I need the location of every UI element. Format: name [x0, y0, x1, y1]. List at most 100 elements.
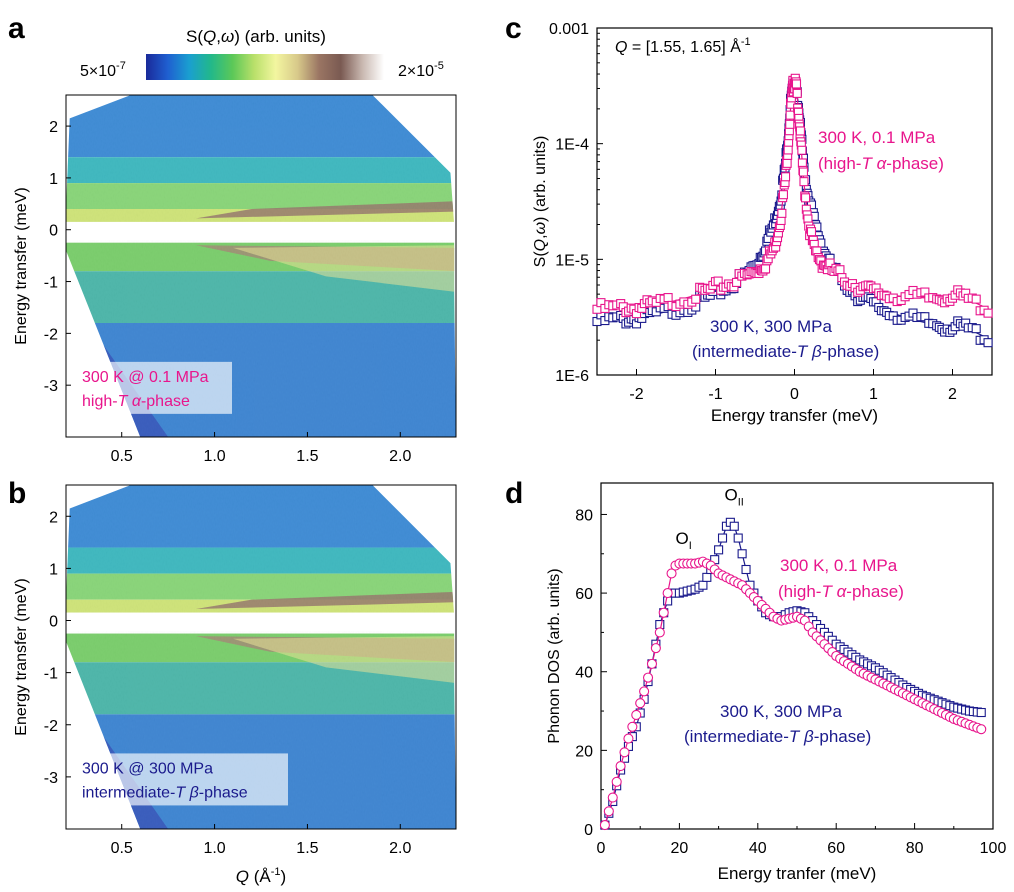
y-tick-label: 0: [49, 614, 58, 631]
y-tick-label: 2: [49, 119, 58, 136]
data-point: [611, 776, 622, 787]
label-part: β: [799, 727, 814, 746]
peak-label-part: I: [689, 540, 692, 552]
data-point: [603, 806, 614, 817]
label-navy-line2: (intermediate-T β-phase): [692, 342, 879, 361]
plot-title-part: = [1.55, 1.65] Å: [627, 37, 741, 56]
series-pink: [592, 73, 993, 319]
heatmap-axes-frame: [65, 94, 457, 438]
data-point: [983, 308, 993, 318]
x-tick-label: 1: [869, 386, 878, 403]
colorbar: S(Q,ω) (arb. units) 5×10-7 2×10-5: [80, 27, 444, 80]
annotation-box: [74, 361, 232, 414]
label-part: -phase): [886, 154, 944, 173]
data-point: [654, 627, 665, 638]
data-point: [801, 193, 811, 203]
x-tick-label: 100: [980, 840, 1007, 857]
data-point: [983, 338, 993, 348]
spectrum-panel-c: -2 -1 0 1 2 0.001 1E-4 1E-5 1E-6 Energy transfer …: [532, 21, 993, 425]
data-point: [799, 177, 809, 187]
annotation-line1: 300 K @ 0.1 MPa: [82, 369, 209, 386]
panel-letter-c: c: [505, 12, 522, 45]
data-point: [631, 709, 642, 721]
data-point: [791, 79, 802, 89]
data-point: [733, 533, 743, 543]
label-part: β: [807, 342, 822, 361]
data-point: [714, 545, 724, 555]
data-point: [623, 733, 634, 744]
y-axis-label-part: S(: [532, 251, 549, 268]
x-axis-label: Q (Å-1): [236, 866, 286, 886]
label-pink-line1: 300 K, 0.1 MPa: [780, 556, 898, 575]
panel-letter-a: a: [8, 12, 25, 45]
data-point: [806, 227, 817, 237]
colorbar-max-label: 2×10-5: [398, 60, 444, 80]
y-axis-label-part: ) (arb. units): [532, 136, 549, 222]
colorbar-min-label: 5×10-7: [80, 60, 126, 80]
data-point: [615, 761, 626, 772]
data-point: [666, 568, 677, 579]
data-point: [691, 294, 701, 304]
y-axis-label-part: ω: [532, 222, 549, 234]
heatmap-panel-b: 2 1 0 -1 -2 -3 0.5 1.0 1.5 2.0 Energy transfer (me…: [13, 484, 457, 886]
data-point: [798, 167, 809, 177]
x-tick-label: 0.5: [111, 840, 133, 857]
data-point: [737, 549, 747, 559]
label-part: T: [797, 342, 809, 361]
y-tick-label: 2: [49, 509, 58, 526]
x-tick-label: 0: [790, 386, 799, 403]
data-point: [627, 721, 638, 732]
colorbar-title: S(Q,ω) (arb. units): [186, 27, 326, 46]
data-point: [795, 126, 805, 136]
dos-panel-d: 0 20 40 60 80 100 0 20 40 60 80 Energy tranfer (meV…: [546, 482, 1007, 883]
data-point: [663, 293, 673, 303]
data-point: [658, 607, 669, 618]
x-tick-label: 1.0: [203, 840, 225, 857]
colorbar-strip: [146, 54, 384, 80]
annotation-part: T: [118, 393, 129, 410]
plot-title-part: -1: [741, 36, 751, 48]
data-point: [646, 658, 658, 669]
data-point: [663, 596, 673, 606]
label-navy-line2: (intermediate-T β-phase): [684, 727, 871, 746]
data-point: [785, 110, 795, 120]
plot-title-c: Q = [1.55, 1.65] Å-1: [615, 36, 751, 56]
label-part: T: [789, 727, 801, 746]
data-point: [607, 792, 618, 803]
x-axis-label-part: Q: [236, 867, 249, 886]
data-point: [971, 294, 981, 304]
x-tick-label: 2: [948, 386, 957, 403]
y-tick-label: 0: [49, 223, 58, 240]
y-tick-label: -1: [44, 275, 58, 292]
data-point: [732, 277, 742, 287]
data-point: [777, 208, 787, 218]
annotation-part: -phase: [199, 784, 248, 801]
annotation-part: α: [132, 393, 142, 410]
heatmap-panel-a: 2 1 0 -1 -2 -3 0.5 1.0 1.5 2.0 Energy transfer (me…: [13, 94, 457, 465]
data-point: [792, 88, 802, 98]
heatmap-axes-frame: [65, 484, 457, 830]
x-tick-label: 0.5: [111, 448, 133, 465]
y-tick-label: 1E-6: [555, 368, 589, 385]
x-tick-label: 80: [906, 840, 924, 857]
y-tick-label: 1: [49, 561, 58, 578]
label-part: -phase): [822, 342, 880, 361]
data-point: [698, 580, 708, 590]
annotation-part: -phase: [141, 393, 190, 410]
plot-frame-d: [600, 482, 994, 830]
x-tick-label: 2.0: [389, 448, 411, 465]
data-point: [619, 747, 630, 758]
peak-label-part: II: [738, 497, 744, 509]
panel-letter-b: b: [8, 477, 26, 510]
data-point: [782, 158, 792, 168]
x-tick-label: 60: [827, 840, 845, 857]
label-part: T: [821, 582, 833, 601]
annotation-part: T: [175, 784, 186, 801]
y-tick-label: 1E-5: [555, 252, 589, 269]
peak-label-OI: OI: [675, 529, 691, 552]
data-point: [835, 265, 845, 275]
x-tick-label: 40: [749, 840, 767, 857]
label-part: (high-: [778, 582, 821, 601]
data-point: [971, 324, 981, 334]
